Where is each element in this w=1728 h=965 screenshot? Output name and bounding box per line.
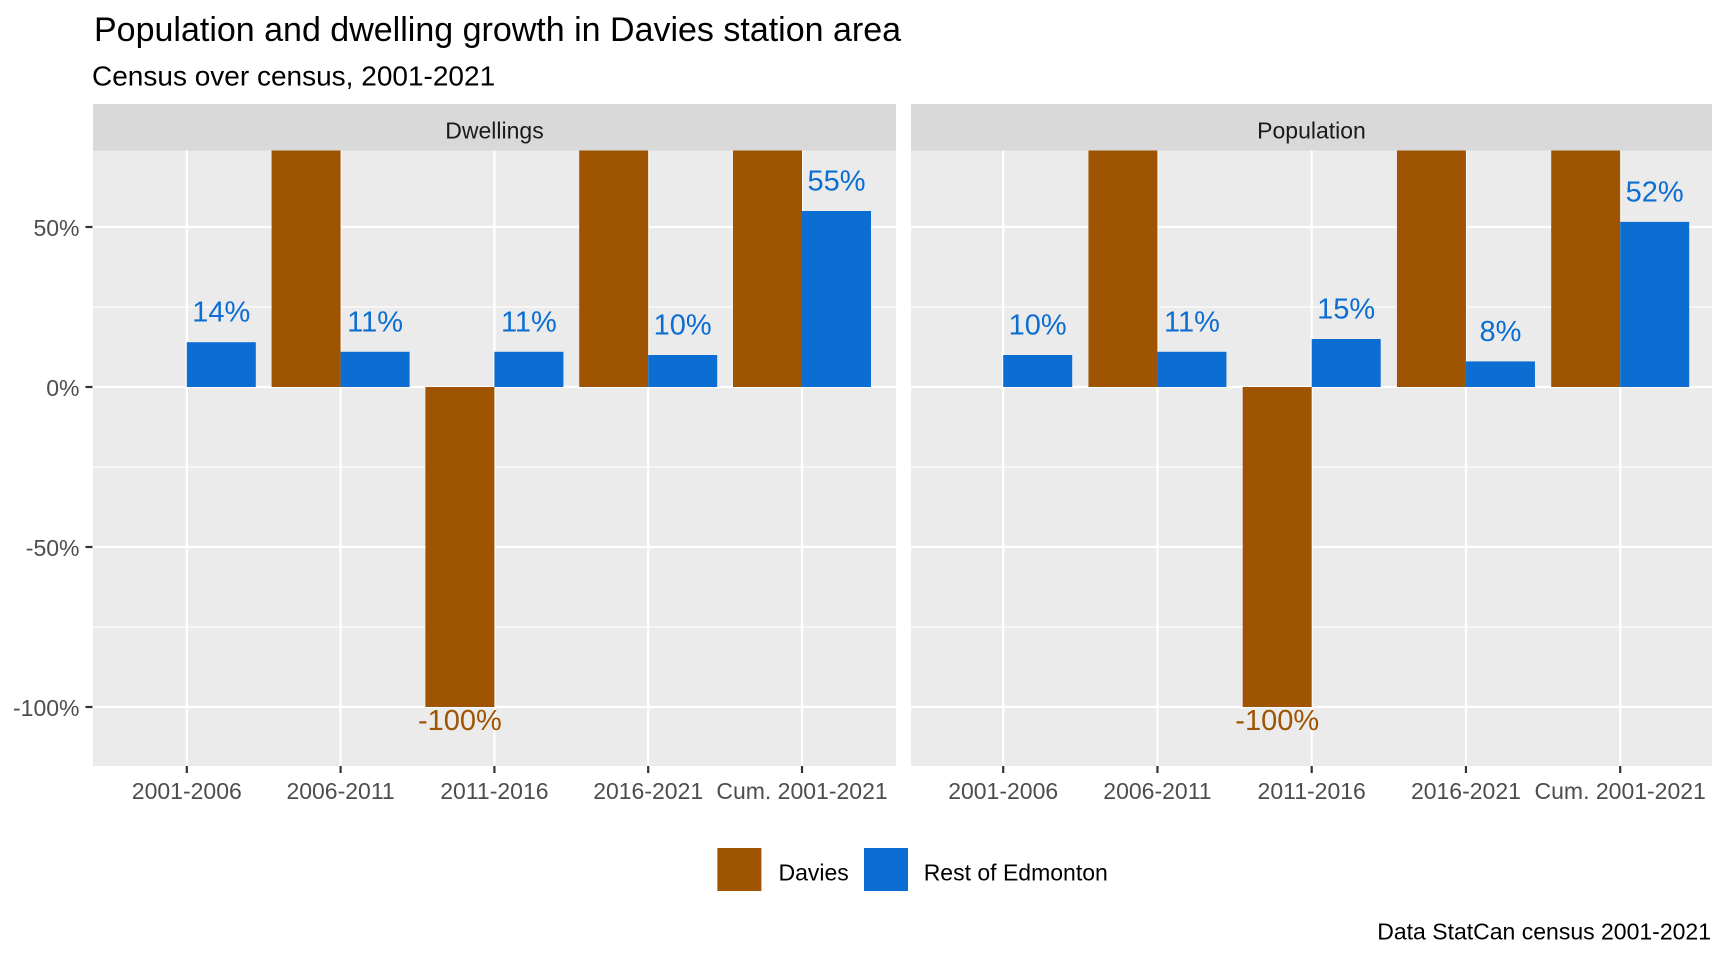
svg-text:-100%: -100% <box>13 695 79 721</box>
svg-text:11%: 11% <box>347 306 403 338</box>
svg-text:2006-2011: 2006-2011 <box>1103 778 1211 804</box>
svg-text:2001-2006: 2001-2006 <box>132 778 242 804</box>
svg-text:-50%: -50% <box>26 535 80 561</box>
svg-text:8%: 8% <box>1479 316 1521 348</box>
svg-text:-100%: -100% <box>1235 705 1319 737</box>
svg-text:Cum. 2001-2021: Cum. 2001-2021 <box>1535 778 1706 804</box>
svg-text:0%: 0% <box>46 375 79 401</box>
svg-text:Rest of Edmonton: Rest of Edmonton <box>924 859 1108 885</box>
svg-text:2006-2011: 2006-2011 <box>286 778 394 804</box>
svg-text:14%: 14% <box>192 297 250 329</box>
svg-text:15%: 15% <box>1317 294 1375 326</box>
svg-text:Population: Population <box>1257 118 1366 144</box>
svg-text:Cum. 2001-2021: Cum. 2001-2021 <box>716 778 887 804</box>
svg-text:2011-2016: 2011-2016 <box>440 778 548 804</box>
svg-text:11%: 11% <box>1164 306 1220 338</box>
svg-text:2016-2021: 2016-2021 <box>593 778 703 804</box>
svg-text:Population and dwelling growth: Population and dwelling growth in Davies… <box>94 11 901 49</box>
svg-text:Data StatCan census 2001-2021: Data StatCan census 2001-2021 <box>1377 919 1711 945</box>
svg-text:50%: 50% <box>33 215 79 241</box>
svg-text:Census over census, 2001-2021: Census over census, 2001-2021 <box>92 60 495 91</box>
svg-text:55%: 55% <box>807 166 865 198</box>
svg-text:52%: 52% <box>1626 176 1684 208</box>
svg-text:Davies: Davies <box>779 859 849 885</box>
svg-text:10%: 10% <box>1009 310 1067 342</box>
svg-text:2001-2006: 2001-2006 <box>948 778 1058 804</box>
svg-text:2011-2016: 2011-2016 <box>1258 778 1366 804</box>
svg-text:-100%: -100% <box>418 705 502 737</box>
svg-text:10%: 10% <box>654 310 712 342</box>
svg-text:Dwellings: Dwellings <box>445 118 543 144</box>
svg-text:2016-2021: 2016-2021 <box>1411 778 1521 804</box>
svg-text:11%: 11% <box>501 306 557 338</box>
